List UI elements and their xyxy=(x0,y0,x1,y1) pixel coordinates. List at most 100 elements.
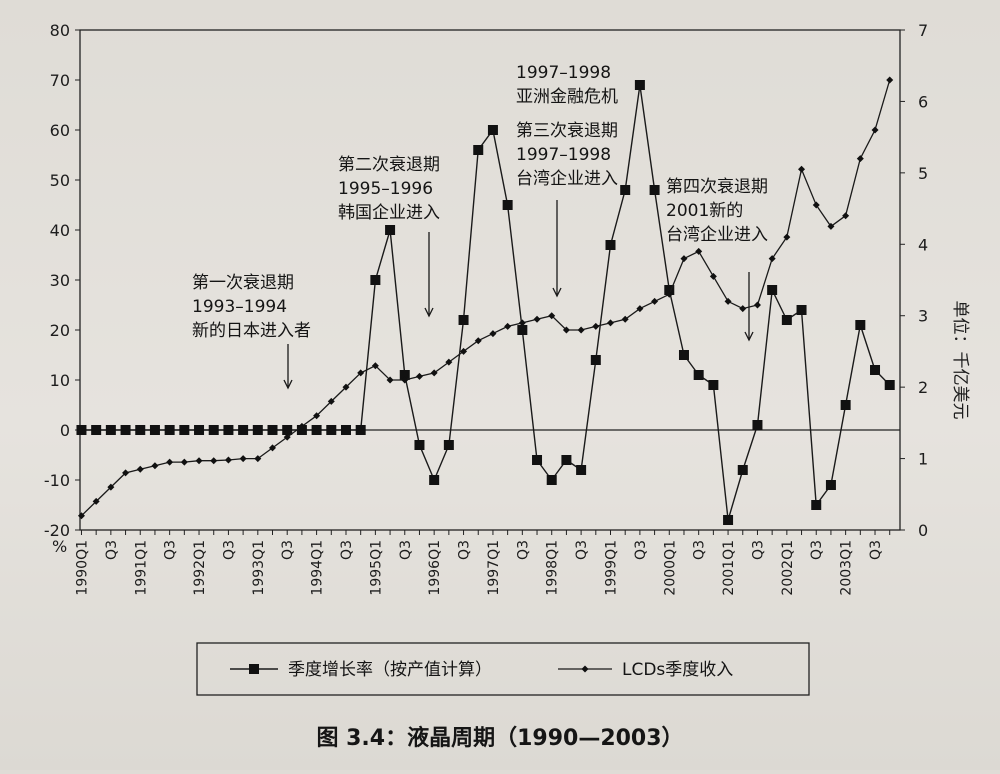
growth-rate-point xyxy=(649,185,660,195)
revenue-point xyxy=(269,444,277,452)
revenue-point xyxy=(783,233,791,241)
growth-rate-point xyxy=(487,125,498,135)
annotation-arrowhead xyxy=(424,307,434,318)
revenue-point xyxy=(886,76,894,84)
growth-rate-point xyxy=(532,455,543,465)
x-tick-label: 1991Q1 xyxy=(133,540,149,596)
revenue-point xyxy=(460,347,468,355)
growth-rate-point xyxy=(473,145,484,155)
revenue-point xyxy=(739,305,747,313)
x-tick-label: 1990Q1 xyxy=(74,540,90,596)
growth-rate-point xyxy=(605,240,616,250)
growth-rate-point xyxy=(179,425,190,435)
growth-rate-point xyxy=(208,425,219,435)
revenue-point xyxy=(856,155,864,163)
revenue-point xyxy=(136,465,144,473)
left-tick-label: 50 xyxy=(50,171,70,190)
growth-rate-point xyxy=(590,355,601,365)
revenue-point xyxy=(445,358,453,366)
annotation-text: 台湾企业进入 xyxy=(516,169,618,189)
annotation-text: 台湾企业进入 xyxy=(666,225,768,245)
x-tick-label: 1992Q1 xyxy=(192,540,208,596)
legend-growth-marker xyxy=(249,664,259,674)
growth-rate-point xyxy=(91,425,102,435)
right-tick-label: 6 xyxy=(918,92,928,111)
growth-rate-point xyxy=(164,425,175,435)
revenue-point xyxy=(107,483,115,491)
x-tick-label: Q3 xyxy=(692,540,708,560)
annotation-text: 亚洲金融危机 xyxy=(516,87,618,107)
growth-rate-point xyxy=(429,475,440,485)
revenue-point xyxy=(724,297,732,305)
annotation-text: 第二次衰退期 xyxy=(338,155,440,175)
growth-rate-point xyxy=(267,425,278,435)
growth-rate-point xyxy=(678,350,689,360)
growth-rate-point xyxy=(576,465,587,475)
x-tick-label: Q3 xyxy=(868,540,884,560)
growth-rate-point xyxy=(767,285,778,295)
revenue-point xyxy=(298,422,306,430)
left-tick-label: 20 xyxy=(50,321,70,340)
x-tick-label: Q3 xyxy=(280,540,296,560)
growth-rate-point xyxy=(634,80,645,90)
revenue-point xyxy=(283,433,291,441)
annotation-layer: 第一次衰退期 1993–1994 新的日本进入者 第二次衰退期 1995–1996 韩国企… xyxy=(192,63,768,390)
growth-rate-point xyxy=(385,225,396,235)
growth-rate-point xyxy=(546,475,557,485)
x-tick-label: Q3 xyxy=(163,540,179,560)
growth-rate-point xyxy=(855,320,866,330)
revenue-point xyxy=(504,322,512,330)
x-tick-label: Q3 xyxy=(750,540,766,560)
revenue-point xyxy=(548,312,556,320)
growth-rate-point xyxy=(752,420,763,430)
growth-rate-point xyxy=(884,380,895,390)
growth-rate-point xyxy=(340,425,351,435)
legend-revenue-label: LCDs季度收入 xyxy=(622,660,733,680)
x-tick-label: Q3 xyxy=(574,540,590,560)
revenue-point xyxy=(518,319,526,327)
growth-rate-point xyxy=(825,480,836,490)
revenue-point xyxy=(386,376,394,384)
revenue-point xyxy=(180,458,188,466)
x-tick-label: 1994Q1 xyxy=(310,540,326,596)
x-tick-label: 2003Q1 xyxy=(839,540,855,596)
growth-rate-point xyxy=(355,425,366,435)
revenue-point xyxy=(842,212,850,220)
left-tick-label: -20 xyxy=(44,521,70,540)
x-tick-label: 1999Q1 xyxy=(604,540,620,596)
annotation-text: 1995–1996 xyxy=(338,179,433,199)
growth-rate-point xyxy=(502,200,513,210)
growth-rate-point xyxy=(149,425,160,435)
right-tick-label: 3 xyxy=(918,307,928,326)
legend-box xyxy=(196,642,810,696)
annotation-text: 2001新的 xyxy=(666,201,743,221)
annotation-arrowhead xyxy=(283,379,293,390)
legend-growth-label: 季度增长率（按产值计算） xyxy=(288,660,492,680)
right-tick-label: 2 xyxy=(918,378,928,397)
revenue-point xyxy=(709,272,717,280)
growth-rate-point xyxy=(414,440,425,450)
growth-rate-point xyxy=(282,425,293,435)
revenue-point xyxy=(871,126,879,134)
revenue-point xyxy=(371,362,379,370)
growth-rate-point xyxy=(840,400,851,410)
annotation-text: 韩国企业进入 xyxy=(338,203,440,223)
revenue-point xyxy=(592,322,600,330)
annotation-text: 新的日本进入者 xyxy=(192,321,311,341)
revenue-point xyxy=(695,247,703,255)
growth-rate-point xyxy=(870,365,881,375)
growth-rate-point xyxy=(620,185,631,195)
growth-rate-point xyxy=(252,425,263,435)
revenue-point xyxy=(151,462,159,470)
growth-rate-point xyxy=(708,380,719,390)
revenue-point xyxy=(92,497,100,505)
revenue-point xyxy=(239,455,247,463)
growth-rate-point xyxy=(105,425,116,435)
revenue-point xyxy=(357,369,365,377)
revenue-point xyxy=(651,297,659,305)
revenue-point xyxy=(636,305,644,313)
annotation-text: 第一次衰退期 xyxy=(192,273,294,293)
growth-rate-point xyxy=(135,425,146,435)
